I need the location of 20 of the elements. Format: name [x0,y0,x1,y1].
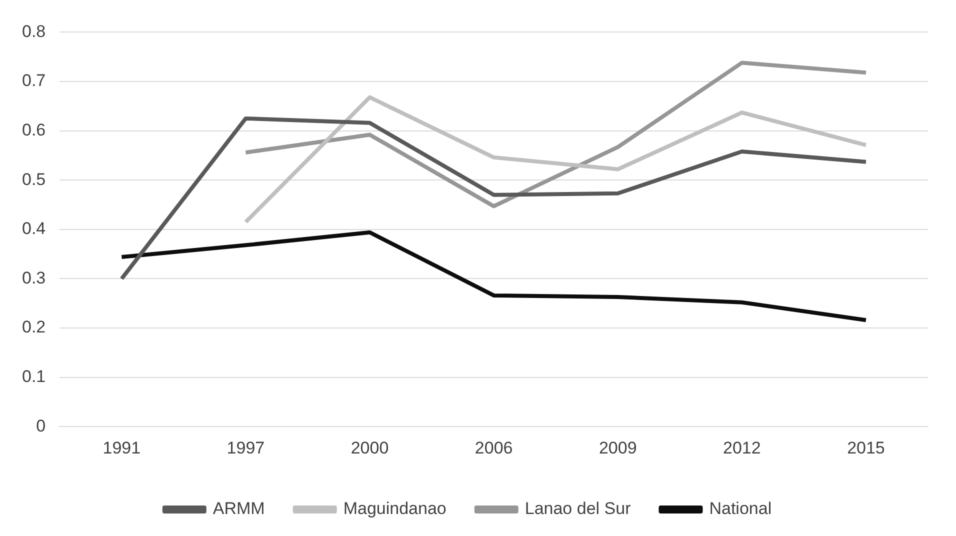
legend-label: National [709,499,772,518]
x-tick-label: 2012 [723,438,761,458]
y-tick-label: 0.5 [22,170,46,189]
y-tick-label: 0.1 [22,366,46,386]
x-tick-label: 2000 [350,438,389,458]
y-tick-label: 0.7 [22,71,46,90]
y-tick-label: 0.6 [22,120,46,140]
y-tick-label: 0.8 [22,22,46,41]
legend-label: Maguindanao [343,499,446,518]
x-tick-label: 1991 [102,438,141,458]
y-tick-label: 0.2 [22,318,46,337]
y-tick-label: 0.4 [22,219,46,238]
legend-label: Lanao del Sur [524,499,632,518]
x-tick-label: 2006 [474,438,513,458]
y-tick-label: 0.3 [22,268,46,288]
legend-label: ARMM [212,499,265,518]
x-tick-label: 2009 [598,438,637,458]
y-tick-label: 0 [36,416,46,436]
x-tick-label: 1997 [226,438,265,458]
x-tick-label: 2015 [847,438,885,458]
